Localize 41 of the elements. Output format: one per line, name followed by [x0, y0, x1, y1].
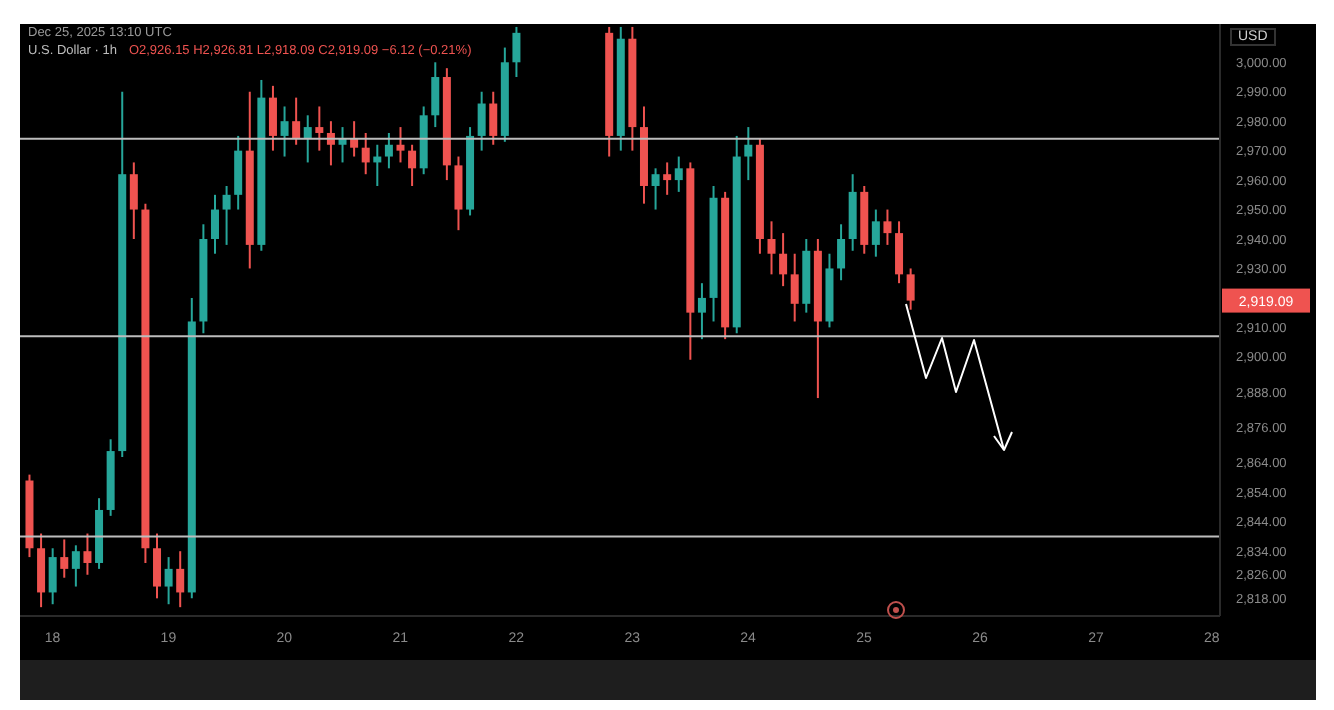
candlestick — [837, 223, 846, 282]
candlestick — [292, 96, 301, 146]
candlestick — [697, 282, 706, 341]
candlestick — [315, 105, 324, 152]
candlestick — [350, 120, 359, 158]
candlestick — [396, 126, 405, 164]
candlestick — [477, 90, 486, 152]
candlestick — [883, 208, 892, 246]
candlestick — [431, 61, 440, 129]
candlestick — [210, 193, 219, 255]
candlestick — [384, 131, 393, 170]
candlestick — [129, 161, 138, 240]
candlestick — [779, 232, 788, 288]
candlestick — [767, 220, 776, 276]
candlestick — [153, 532, 162, 600]
candlestick — [234, 134, 243, 211]
candlestick — [303, 114, 312, 164]
candlestick — [895, 220, 904, 285]
candlestick — [906, 267, 915, 311]
candlestick — [60, 538, 69, 579]
candlestick — [176, 550, 185, 609]
candlestick — [268, 84, 277, 152]
candlestick — [674, 155, 683, 193]
candlestick — [37, 532, 46, 609]
candlestick — [512, 25, 521, 79]
candlestick — [71, 544, 80, 588]
candlestick — [164, 556, 173, 606]
candlestick — [489, 90, 498, 146]
candlestick — [663, 161, 672, 196]
candlestick — [651, 167, 660, 211]
candlestick — [408, 143, 417, 187]
candlestick — [48, 547, 57, 606]
candlestick — [744, 126, 753, 182]
candlestick — [454, 155, 463, 232]
candlestick — [871, 208, 880, 258]
candlestick — [280, 105, 289, 158]
candlestick — [848, 173, 857, 252]
candlestick — [361, 131, 370, 176]
candlestick — [790, 252, 799, 323]
candlestick — [222, 184, 231, 246]
candlestick — [83, 532, 92, 576]
